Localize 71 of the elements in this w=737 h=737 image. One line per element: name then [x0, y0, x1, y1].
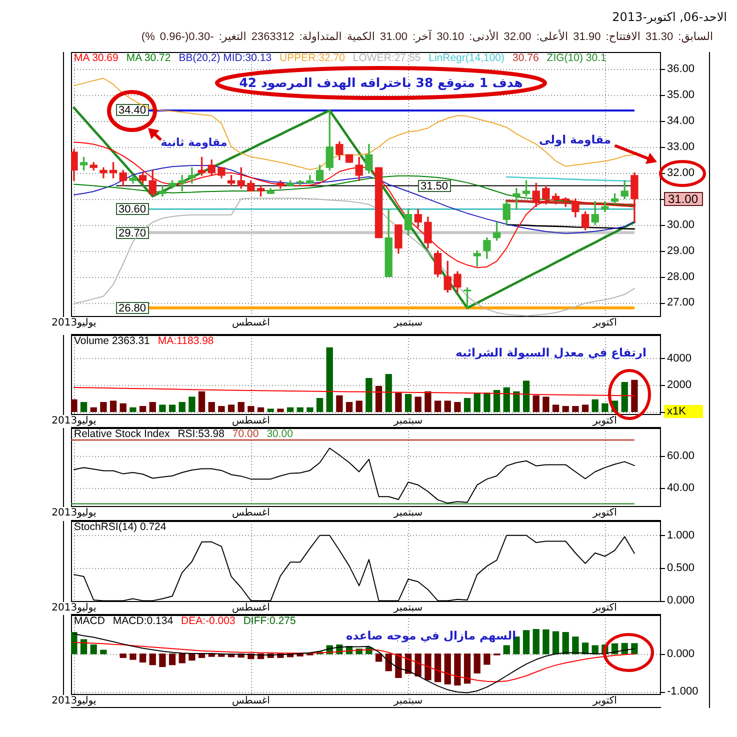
y-tick-label: 29.00: [667, 244, 695, 257]
y-tick-label: 28.00: [667, 270, 695, 283]
x-tick-label: اغسطس: [232, 602, 270, 614]
y-tick-label: 0.000: [667, 648, 695, 660]
x-tick-label: اكتوبر: [592, 318, 617, 329]
x-tick-label: اكتوبر: [592, 416, 617, 427]
text: UPPER:32.70: [280, 52, 345, 64]
chart-subtitle: السابق: 31.30 الافتتاح: 31.90 الأعلى: 32.00 الأدنى: 30.10 آخر: 31.00 الكمية المتداولة: 2363312 التغير: -0.30(-0.96 %): [141, 30, 713, 43]
y-tick-label: 60.00: [667, 450, 695, 462]
ref-line-label: 30.00: [266, 428, 293, 440]
y-tick-label: 30.00: [667, 218, 695, 231]
text: MA 30.72: [126, 52, 171, 64]
text: DIFF:0.275: [243, 615, 296, 627]
text: ZIG(10) 30.1: [546, 52, 606, 64]
ref-line-label: 31.50: [420, 180, 448, 193]
x-tick-label: يوليو2013: [52, 318, 96, 329]
y-tick-label: 33.00: [667, 140, 695, 153]
text: DEA:-0.003: [181, 615, 236, 627]
x-tick-label: يوليو2013: [52, 696, 96, 707]
text: RSI:53.98: [178, 428, 224, 440]
x-tick-label: اغسطس: [232, 416, 270, 427]
chart-title: MACD: [74, 615, 105, 627]
chart-title: Relative Stock Index: [74, 428, 170, 440]
text: 30.76: [512, 52, 539, 64]
y-tick-label: 36.00: [667, 62, 695, 75]
x-tick-label: سبتمبر: [392, 696, 423, 707]
x-tick-label: اغسطس: [232, 318, 270, 329]
ref-line-label: 26.80: [118, 302, 146, 315]
y-tick-label: 0.000: [667, 594, 695, 607]
y-tick-label: 34.00: [667, 114, 695, 127]
annotation: ارتفاع في معدل السيولة الشرائيه: [456, 346, 646, 360]
y-tick-label: 35.00: [667, 88, 695, 101]
text: StochRSI(14) 0.724: [74, 521, 166, 533]
y-tick-label: 0.500: [667, 562, 695, 574]
ref-line-label: 70.00: [232, 428, 259, 440]
x-tick-label: سبتمبر: [392, 318, 423, 329]
annotation: مقاومة اولى: [538, 132, 612, 147]
x-tick-label: سبتمبر: [392, 602, 423, 614]
text: MA 30.69: [74, 52, 118, 64]
x-tick-label: سبتمبر: [392, 508, 423, 519]
series-label: MACD:0.134: [112, 615, 174, 627]
annotation: مقاومة ثانية: [160, 136, 228, 150]
x-tick-label: اكتوبر: [592, 696, 617, 707]
y-tick-label: 32.00: [667, 166, 695, 179]
x-tick-label: اغسطس: [232, 508, 270, 519]
ref-line-label: 30.60: [118, 204, 146, 216]
y-tick-label: 2000: [667, 379, 692, 392]
annotation: هدف 1 متوقع 38 باختراقه الهدف المرصود 42: [239, 75, 523, 90]
ref-line-label: 29.70: [118, 228, 146, 240]
x-tick-label: اكتوبر: [592, 602, 617, 614]
y-tick-label: x1K: [667, 406, 687, 418]
x-tick-label: سبتمبر: [392, 416, 423, 427]
y-tick-label: 27.00: [667, 296, 695, 309]
x-tick-label: يوليو2013: [52, 416, 96, 427]
y-tick-label: 4000: [667, 352, 692, 364]
y-tick-label: 1.000: [667, 529, 695, 542]
text: الاحد-06, اكتوبر-2013: [612, 10, 727, 24]
text: BB(20,2) MID:30.13: [178, 52, 272, 64]
text: LOWER:27.55: [352, 52, 421, 64]
y-tick-label: -1.000: [667, 686, 698, 698]
y-tick-label: 40.00: [667, 482, 695, 494]
annotation: السهم مازال في موجه صاعده: [346, 628, 516, 643]
ref-line-label: 34.40: [118, 104, 146, 117]
text: Volume 2363.31: [74, 335, 150, 347]
text: LinRegr(14,100): [428, 52, 505, 64]
x-tick-label: اغسطس: [232, 696, 270, 707]
text: 31.00: [668, 192, 698, 206]
text: MA:1183.98: [158, 335, 214, 347]
x-tick-label: يوليو2013: [52, 602, 96, 614]
x-tick-label: يوليو2013: [52, 508, 96, 519]
x-tick-label: اكتوبر: [592, 508, 617, 519]
